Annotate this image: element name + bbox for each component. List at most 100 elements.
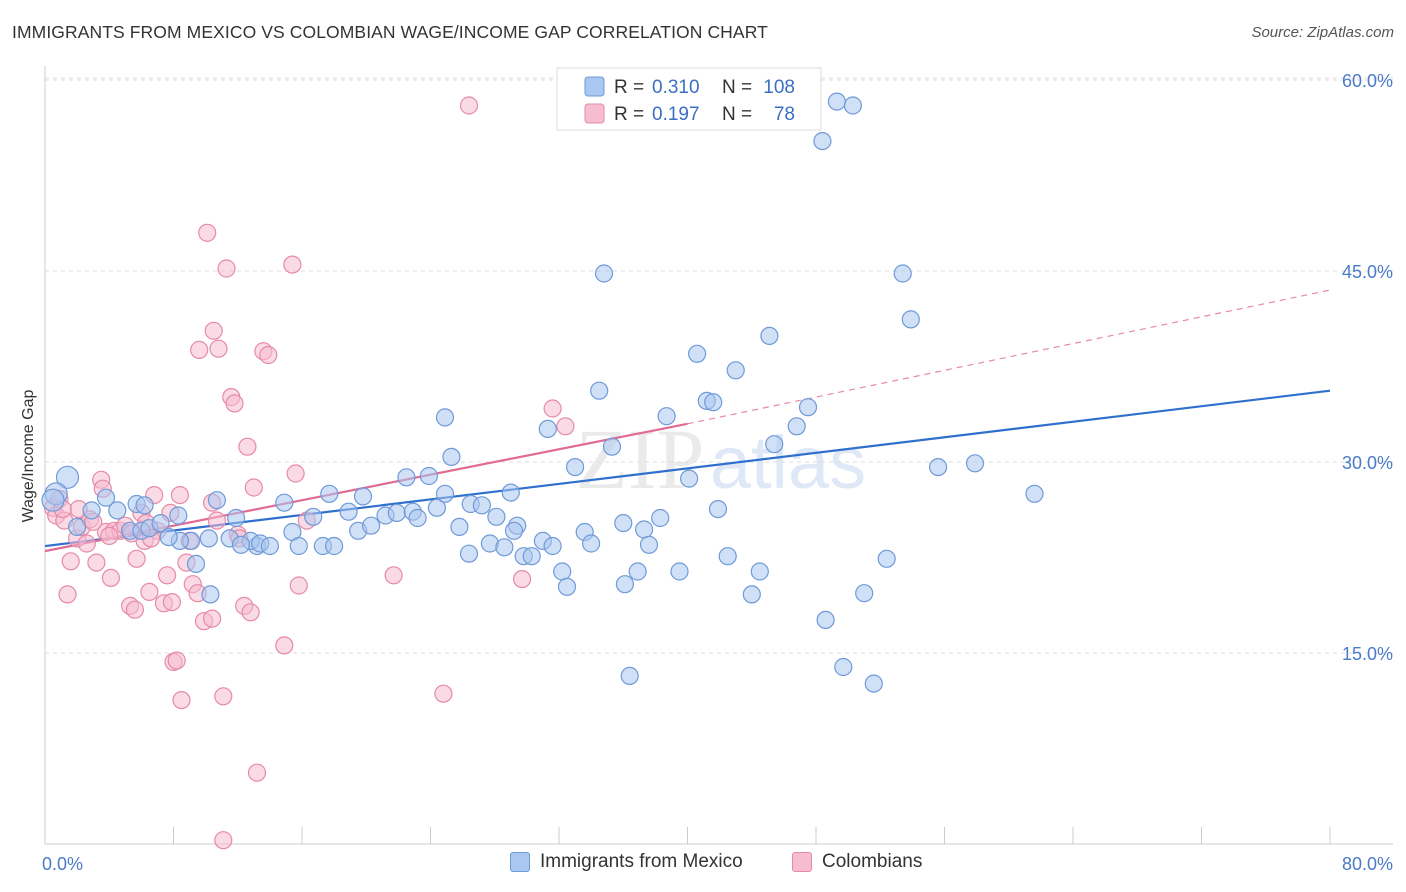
stats-r-label: R = [614, 77, 644, 98]
mexico-point [459, 544, 479, 563]
mexico-point [704, 393, 723, 412]
mexico-point [538, 419, 557, 438]
mexico-point [634, 520, 654, 539]
mexico-point [565, 458, 585, 477]
mexico-point [275, 493, 294, 512]
mexico-point [450, 517, 469, 537]
mexico-point [419, 466, 438, 486]
colombian-point [209, 339, 228, 358]
mexico-point [864, 674, 883, 693]
mexico-point [353, 487, 373, 506]
colombian-point [125, 600, 144, 619]
mexico-point [760, 326, 779, 345]
mexico-point [750, 562, 769, 581]
colombian-point [283, 255, 302, 274]
mexico-point [718, 547, 737, 566]
legend-item-mexico[interactable]: Immigrants from Mexico [510, 851, 743, 873]
mexico-point [816, 610, 835, 630]
colombian-point [384, 566, 403, 585]
y-tick-label: 45.0% [1342, 262, 1393, 282]
stats-r-label: R = [614, 104, 644, 125]
mexico-point [620, 666, 639, 686]
colombian-point [198, 223, 217, 242]
mexico-point [628, 562, 647, 581]
colombian-point [203, 609, 222, 628]
mexico-point [877, 549, 896, 568]
mexico-point [487, 507, 506, 526]
mexico-point [135, 496, 154, 515]
mexico-point [41, 488, 65, 512]
colombian-point [61, 552, 80, 571]
mexico-point [55, 465, 80, 489]
y-tick-label: 30.0% [1342, 453, 1393, 473]
stats-n-value: 108 [763, 77, 795, 98]
y-axis-label: Wage/Income Gap [20, 390, 37, 523]
colombian-point [214, 687, 233, 706]
mexico-point [339, 502, 358, 521]
colombian-point [77, 534, 96, 553]
x-tick-label: 0.0% [42, 854, 83, 874]
mexico-point [207, 491, 226, 510]
mexico-point [169, 506, 188, 525]
mexico-point [687, 344, 707, 363]
mexico-point [708, 500, 728, 519]
mexico-point [557, 577, 577, 596]
legend-item-colombians[interactable]: Colombians [792, 851, 922, 873]
y-tick-labels: 15.0% 30.0% 45.0% 60.0% [1342, 71, 1393, 664]
y-tick-label: 60.0% [1342, 71, 1393, 91]
colombian-point [259, 345, 278, 365]
mexico-point [765, 435, 784, 454]
mexico-point [855, 584, 874, 603]
colombian-point [140, 582, 159, 602]
mexico-point [96, 488, 116, 507]
colombian-point [167, 651, 186, 670]
colombian-point [190, 340, 209, 359]
mexico-point [813, 132, 832, 151]
colombian-point [101, 568, 121, 588]
mexico-point [427, 498, 446, 517]
mexico-point [159, 527, 178, 547]
mexico-point [827, 92, 847, 111]
mexico-point [594, 264, 614, 283]
grid [45, 77, 1393, 654]
axes [44, 66, 1393, 845]
mexico-point [362, 516, 381, 535]
mexico-point [543, 536, 562, 556]
colombian-point [207, 511, 226, 530]
mexico-point [843, 96, 863, 115]
mexico-point [670, 562, 689, 581]
mexico-point [893, 264, 912, 283]
mexico-point [387, 503, 406, 523]
mexico-point [965, 454, 985, 473]
stats-n-label: N = [722, 104, 752, 125]
mexico-point [325, 536, 344, 556]
stats-n-label: N = [722, 77, 752, 98]
colombian-point [556, 417, 575, 436]
source-label: Source: ZipAtlas.com [1251, 24, 1394, 41]
stats-r-value: 0.310 [652, 77, 700, 98]
colombian-point [512, 569, 532, 589]
stats-swatch-colombians [584, 103, 605, 124]
colombian-point [247, 763, 267, 782]
mexico-point [602, 437, 622, 456]
mexico-trend-line [44, 389, 1331, 548]
colombian-point [58, 585, 77, 604]
colombian-point [170, 486, 189, 505]
colombian-trend-extension [687, 289, 1331, 425]
watermark: ZIP atlas [576, 411, 867, 507]
mexico-point [522, 547, 541, 566]
mexico-point [408, 508, 427, 528]
mexico-point [108, 501, 127, 520]
colombian-point [275, 636, 294, 655]
stats-r-value: 0.197 [652, 104, 700, 125]
colombian-point [127, 549, 146, 568]
colombian-point [543, 399, 562, 418]
mexico-point [504, 521, 524, 540]
colombian-point [217, 259, 236, 278]
mexico-point [501, 483, 520, 502]
chart-title: IMMIGRANTS FROM MEXICO VS COLOMBIAN WAGE… [12, 22, 768, 42]
colombian-point [204, 321, 223, 340]
colombian-point [241, 603, 260, 622]
colombian-point [214, 831, 233, 850]
